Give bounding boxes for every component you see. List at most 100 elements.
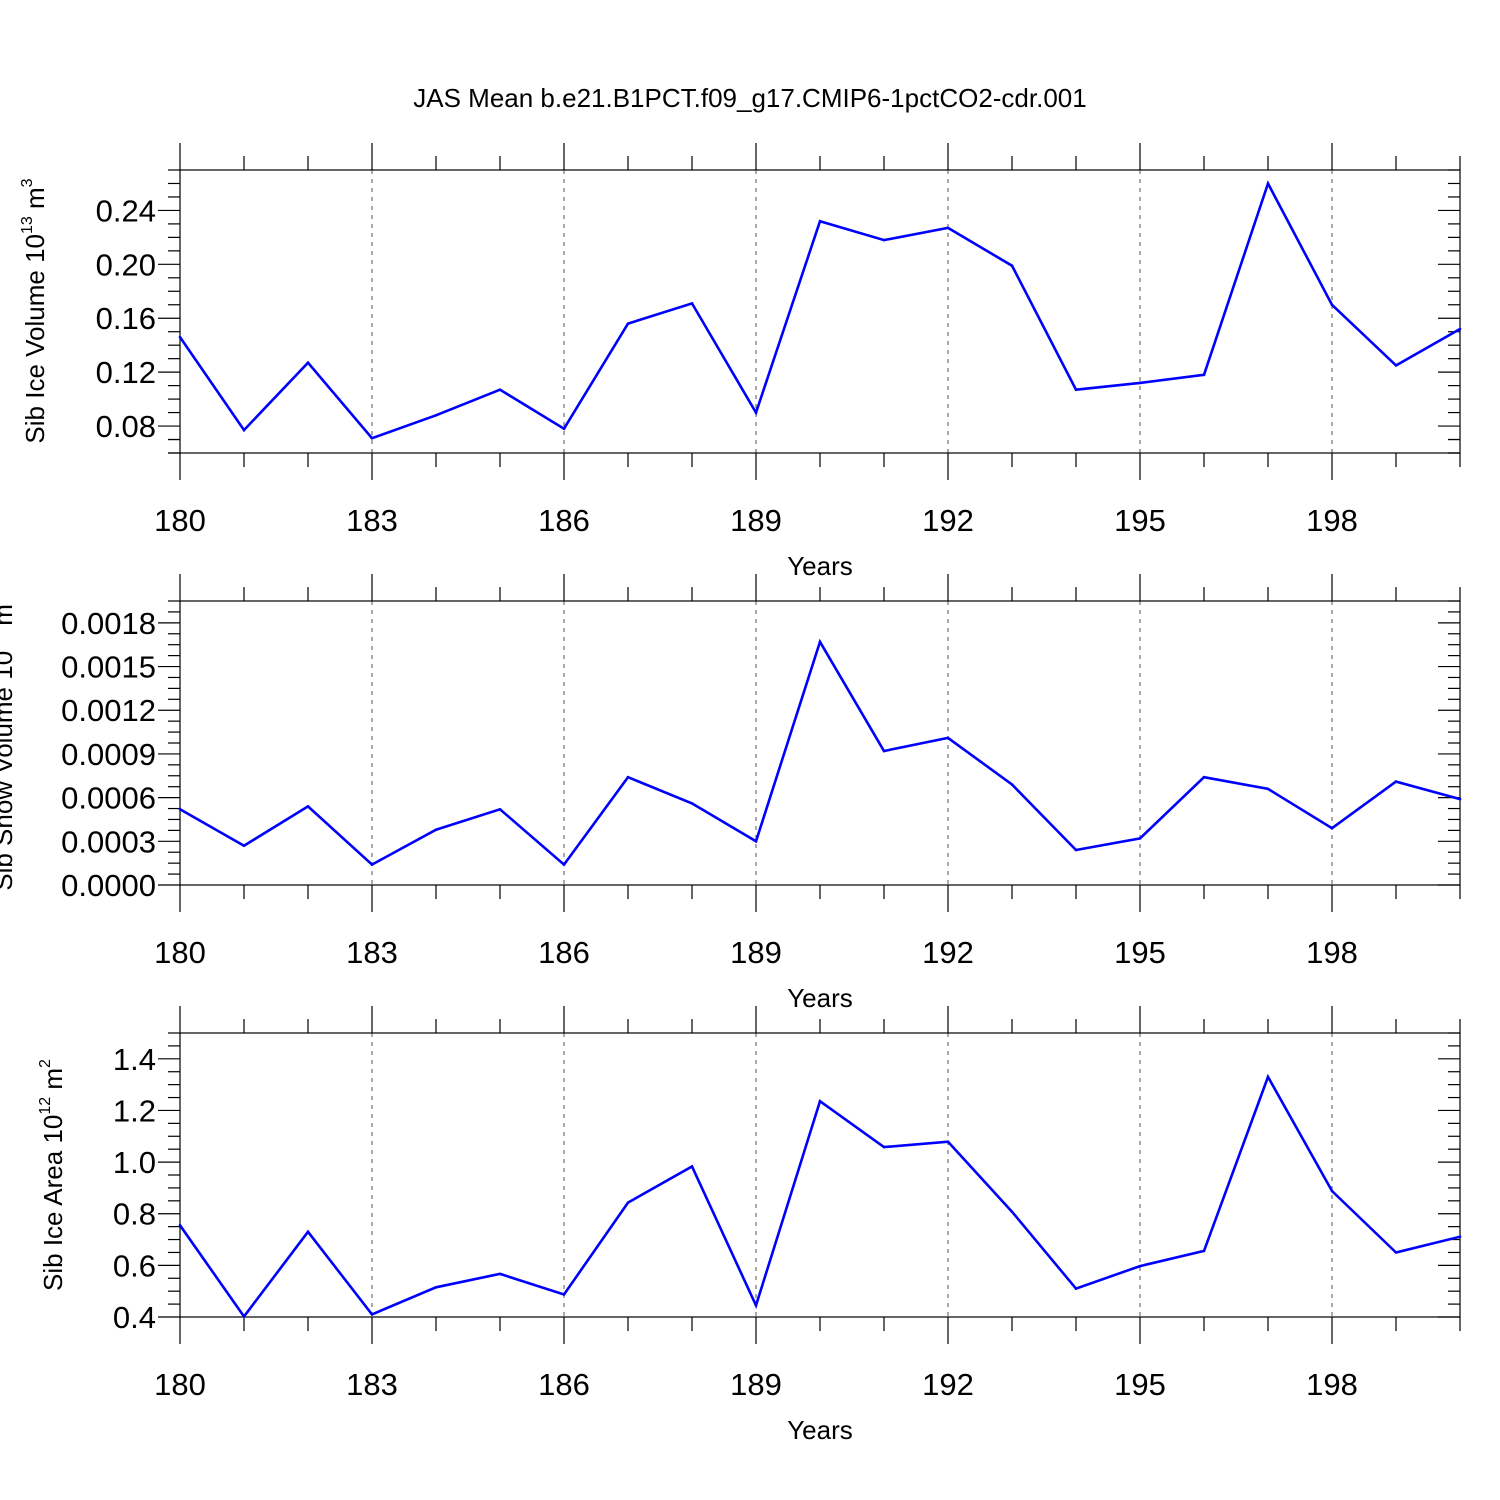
x-tick-label: 180	[154, 1367, 206, 1402]
x-tick-label: 198	[1306, 1367, 1358, 1402]
data-point	[690, 302, 694, 305]
data-point	[1138, 381, 1142, 385]
x-tick-label: 189	[730, 1367, 782, 1402]
data-point	[626, 1201, 630, 1204]
data-point	[306, 805, 310, 808]
y-tick-label: 0.4	[113, 1300, 156, 1335]
panel-3: 180 183 186 189 192 195 198 Years 0.4 0.6 0.8 1.0 1.…	[37, 1006, 1462, 1445]
data-point	[1202, 373, 1206, 377]
y-tick-label: 0.0012	[61, 693, 156, 728]
data-point	[242, 1315, 246, 1318]
y-tick-label: 0.12	[96, 355, 156, 390]
data-point	[306, 361, 310, 365]
y-axis-label: Sib Ice Volume 1013 m3	[19, 178, 50, 443]
y-tick-label: 0.20	[96, 247, 156, 282]
y-tick-label: 1.4	[113, 1042, 156, 1077]
data-point	[178, 807, 182, 811]
data-point	[434, 413, 438, 417]
data-point	[562, 427, 566, 431]
data-point	[946, 1140, 950, 1143]
data-point	[1458, 1235, 1462, 1239]
x-tick-label: 189	[730, 503, 782, 538]
x-tick-label: 195	[1114, 503, 1166, 538]
y-tick-label: 0.0009	[61, 737, 156, 772]
data-point	[370, 1313, 374, 1316]
data-point	[754, 411, 758, 414]
chart-title: JAS Mean b.e21.B1PCT.f09_g17.CMIP6-1pctC…	[413, 83, 1086, 113]
data-point	[498, 807, 502, 811]
x-tick-label: 198	[1306, 935, 1358, 970]
data-point	[1266, 787, 1270, 791]
y-tick-label: 1.0	[113, 1145, 156, 1180]
data-point	[690, 1165, 694, 1168]
y-tick-label: 0.6	[113, 1248, 156, 1283]
data-point	[882, 238, 886, 242]
data-point	[1394, 364, 1398, 367]
data-point	[690, 802, 694, 805]
y-tick-label: 0.8	[113, 1197, 156, 1232]
y-tick-label: 0.0015	[61, 650, 156, 685]
y-tick-label: 0.08	[96, 409, 156, 444]
data-point	[370, 436, 374, 440]
y-tick-label: 1.2	[113, 1093, 156, 1128]
data-point	[1458, 797, 1462, 801]
data-point	[1330, 826, 1334, 830]
data-point	[1074, 848, 1078, 852]
x-tick-label: 180	[154, 503, 206, 538]
data-point	[946, 226, 950, 230]
data-point	[1074, 1287, 1078, 1290]
x-tick-label: 186	[538, 935, 590, 970]
x-tick-label: 180	[154, 935, 206, 970]
x-tick-label: 186	[538, 503, 590, 538]
data-point	[818, 1099, 822, 1103]
data-point	[882, 749, 886, 753]
plot-frame	[179, 169, 1461, 454]
data-point	[498, 388, 502, 391]
data-point	[1202, 775, 1206, 779]
y-tick-label: 0.16	[96, 301, 156, 336]
x-tick-label: 186	[538, 1367, 590, 1402]
data-point	[1074, 388, 1078, 391]
x-tick-label: 198	[1306, 503, 1358, 538]
data-point	[1202, 1249, 1206, 1253]
y-axis-label: Sib Ice Area 1012 m2	[37, 1059, 68, 1291]
x-tick-label: 189	[730, 935, 782, 970]
data-point	[818, 640, 822, 644]
data-point	[1330, 1189, 1334, 1193]
data-point	[498, 1272, 502, 1276]
data-point	[1138, 837, 1142, 840]
data-point	[1394, 1251, 1398, 1254]
data-point	[562, 1293, 566, 1296]
data-point	[1394, 780, 1398, 783]
data-point	[1010, 1210, 1014, 1213]
data-point	[1330, 303, 1334, 307]
data-point	[242, 428, 246, 432]
data-point	[178, 1224, 182, 1227]
data-point	[818, 219, 822, 223]
data-point	[882, 1145, 886, 1149]
x-tick-label: 183	[346, 503, 398, 538]
y-tick-label: 0.0000	[61, 868, 156, 903]
x-tick-label: 195	[1114, 1367, 1166, 1402]
data-point	[1266, 1075, 1270, 1079]
x-axis-label: Years	[787, 1415, 853, 1445]
y-tick-label: 0.0003	[61, 824, 156, 859]
data-point	[370, 863, 374, 866]
data-point	[434, 1286, 438, 1289]
data-point	[626, 775, 630, 779]
x-tick-label: 192	[922, 1367, 974, 1402]
x-tick-label: 192	[922, 935, 974, 970]
y-tick-label: 0.0018	[61, 606, 156, 641]
x-axis-label: Years	[787, 551, 853, 581]
data-point	[946, 736, 950, 740]
panel-2: 180 183 186 189 192 195 198 Years 0.0000 0.0003 0.…	[0, 574, 1462, 1013]
panel-1: 180 183 186 189 192 195 198 Years 0.08 0.12 0.16 0.…	[19, 143, 1462, 581]
data-point	[242, 844, 246, 847]
x-axis-label: Years	[787, 983, 853, 1013]
data-point	[1010, 783, 1014, 786]
x-tick-label: 183	[346, 935, 398, 970]
y-axis-label: Sib Snow Volume 1013 m3	[0, 595, 18, 891]
data-point	[1266, 182, 1270, 185]
data-point	[754, 1304, 758, 1307]
